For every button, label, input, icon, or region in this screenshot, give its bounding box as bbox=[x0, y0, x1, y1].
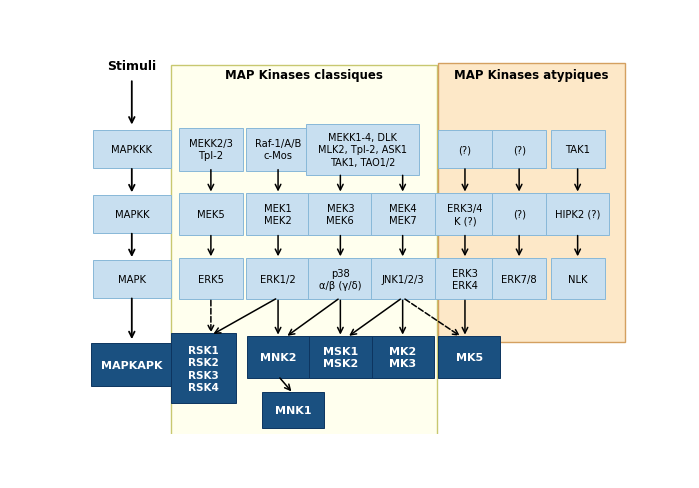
FancyBboxPatch shape bbox=[305, 124, 419, 175]
Text: NLK: NLK bbox=[568, 274, 587, 284]
FancyBboxPatch shape bbox=[92, 196, 171, 233]
Text: MEKK2/3
Tpl-2: MEKK2/3 Tpl-2 bbox=[189, 139, 233, 161]
Text: ERK7/8: ERK7/8 bbox=[501, 274, 537, 284]
Text: HIPK2 (?): HIPK2 (?) bbox=[555, 209, 600, 220]
FancyBboxPatch shape bbox=[91, 343, 173, 386]
Text: MEK3
MEK6: MEK3 MEK6 bbox=[326, 203, 354, 225]
Text: MAPKKK: MAPKKK bbox=[111, 145, 152, 155]
Text: p38
α/β (γ/δ): p38 α/β (γ/δ) bbox=[319, 268, 361, 290]
FancyBboxPatch shape bbox=[179, 128, 243, 171]
FancyBboxPatch shape bbox=[438, 337, 500, 378]
FancyBboxPatch shape bbox=[246, 194, 310, 235]
FancyBboxPatch shape bbox=[308, 259, 373, 300]
Text: MSK1
MSK2: MSK1 MSK2 bbox=[323, 346, 358, 368]
FancyBboxPatch shape bbox=[370, 194, 435, 235]
Text: ERK3/4
K (?): ERK3/4 K (?) bbox=[447, 203, 483, 225]
FancyBboxPatch shape bbox=[247, 337, 309, 378]
Text: JNK1/2/3: JNK1/2/3 bbox=[382, 274, 424, 284]
Text: Raf-1/A/B
c-Mos: Raf-1/A/B c-Mos bbox=[255, 139, 301, 161]
FancyBboxPatch shape bbox=[551, 131, 605, 169]
Text: MK5: MK5 bbox=[456, 352, 483, 362]
Text: MEKK1-4, DLK
MLK2, Tpl-2, ASK1
TAK1, TAO1/2: MEKK1-4, DLK MLK2, Tpl-2, ASK1 TAK1, TAO… bbox=[318, 133, 407, 167]
FancyBboxPatch shape bbox=[547, 194, 609, 235]
FancyBboxPatch shape bbox=[171, 334, 236, 403]
Text: MK2
MK3: MK2 MK3 bbox=[389, 346, 417, 368]
Text: MAP Kinases classiques: MAP Kinases classiques bbox=[225, 69, 383, 82]
FancyBboxPatch shape bbox=[551, 259, 605, 300]
Text: TAK1: TAK1 bbox=[565, 145, 590, 155]
FancyBboxPatch shape bbox=[309, 337, 371, 378]
Text: MAPKK: MAPKK bbox=[115, 209, 149, 220]
Bar bbox=[171, 66, 437, 438]
FancyBboxPatch shape bbox=[92, 131, 171, 169]
Text: MNK2: MNK2 bbox=[260, 352, 296, 362]
FancyBboxPatch shape bbox=[246, 128, 310, 171]
FancyBboxPatch shape bbox=[492, 131, 546, 169]
Text: ERK5: ERK5 bbox=[198, 274, 224, 284]
FancyBboxPatch shape bbox=[438, 131, 492, 169]
FancyBboxPatch shape bbox=[179, 194, 243, 235]
FancyBboxPatch shape bbox=[92, 260, 171, 298]
FancyBboxPatch shape bbox=[492, 194, 546, 235]
Text: (?): (?) bbox=[512, 209, 526, 220]
FancyBboxPatch shape bbox=[308, 194, 373, 235]
Text: MAPK: MAPK bbox=[118, 274, 146, 284]
FancyBboxPatch shape bbox=[370, 259, 435, 300]
Text: (?): (?) bbox=[512, 145, 526, 155]
Text: MAPKAPK: MAPKAPK bbox=[101, 360, 163, 370]
FancyBboxPatch shape bbox=[246, 259, 310, 300]
Text: Stimuli: Stimuli bbox=[107, 61, 157, 73]
Text: ERK3
ERK4: ERK3 ERK4 bbox=[452, 268, 478, 290]
FancyBboxPatch shape bbox=[262, 392, 324, 428]
FancyBboxPatch shape bbox=[179, 259, 243, 300]
Text: ERK1/2: ERK1/2 bbox=[260, 274, 296, 284]
Text: MEK1
MEK2: MEK1 MEK2 bbox=[264, 203, 292, 225]
Text: RSK1
RSK2
RSK3
RSK4: RSK1 RSK2 RSK3 RSK4 bbox=[189, 345, 219, 392]
Text: MAP Kinases atypiques: MAP Kinases atypiques bbox=[454, 69, 609, 82]
FancyBboxPatch shape bbox=[492, 259, 546, 300]
Text: MEK5: MEK5 bbox=[197, 209, 225, 220]
FancyBboxPatch shape bbox=[435, 259, 495, 300]
Bar bbox=[438, 64, 626, 342]
Text: MNK1: MNK1 bbox=[275, 405, 312, 415]
FancyBboxPatch shape bbox=[371, 337, 434, 378]
FancyBboxPatch shape bbox=[435, 194, 495, 235]
Text: (?): (?) bbox=[459, 145, 471, 155]
Text: MEK4
MEK7: MEK4 MEK7 bbox=[389, 203, 417, 225]
